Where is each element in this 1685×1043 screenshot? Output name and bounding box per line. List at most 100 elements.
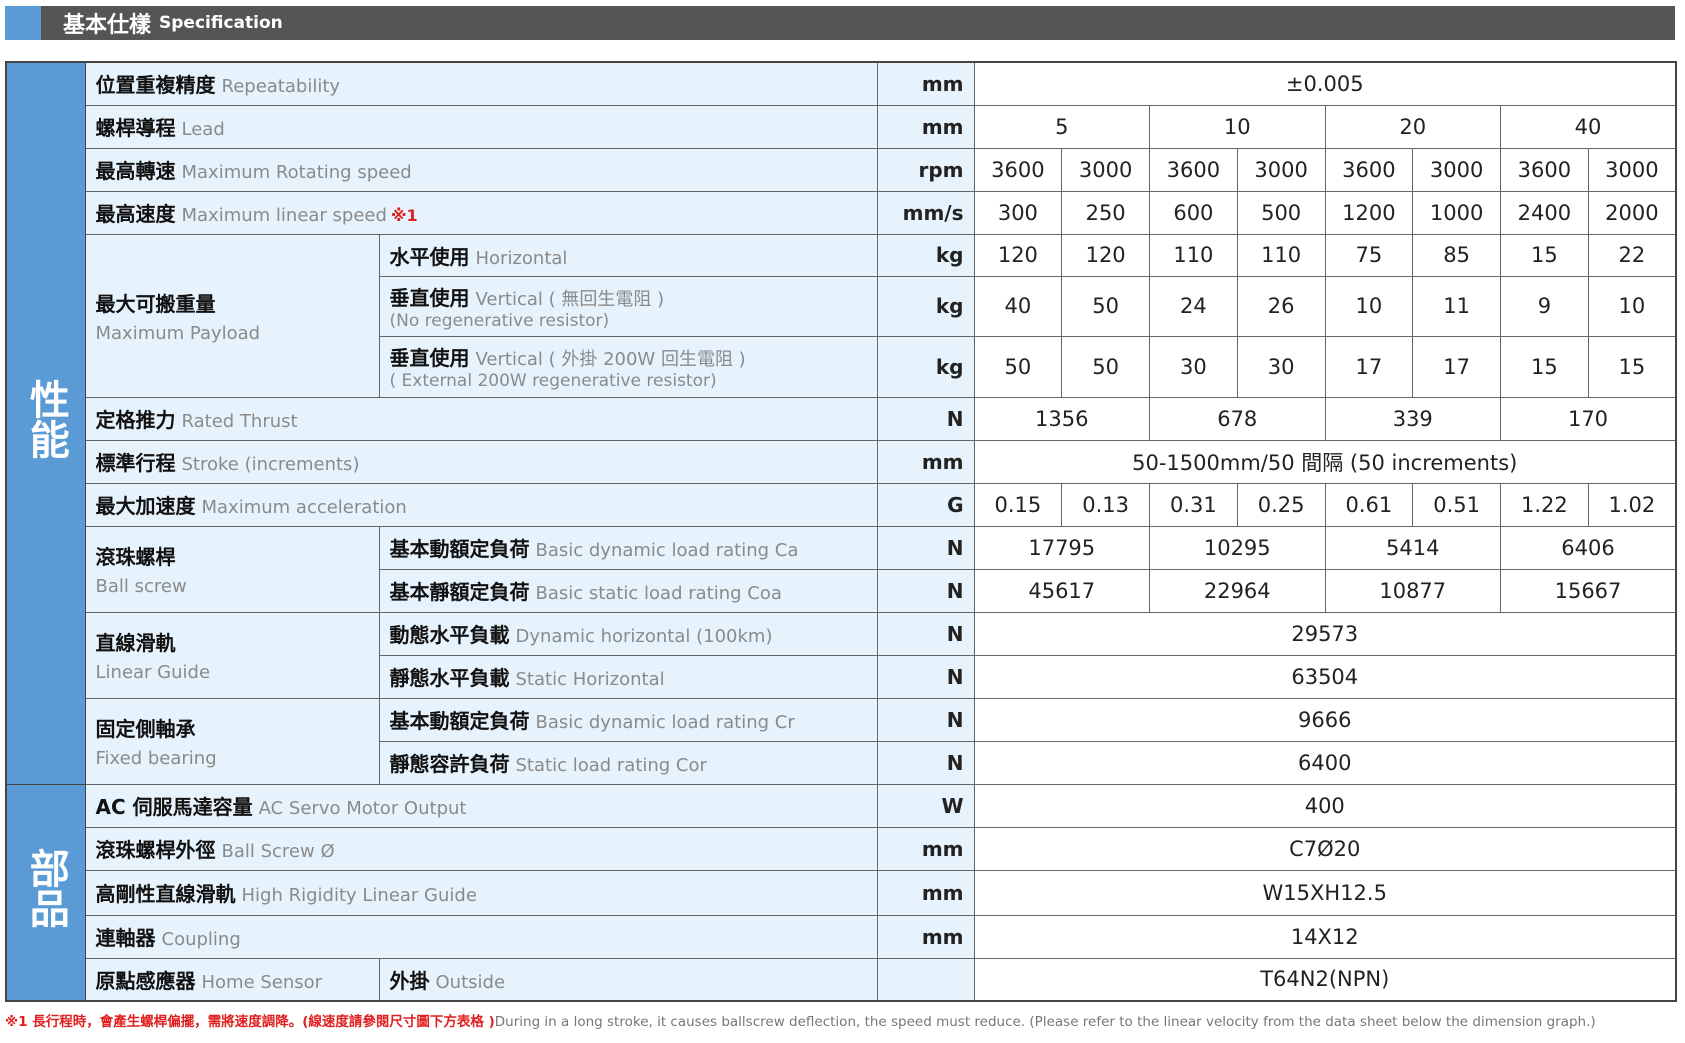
label-en: Static Horizontal bbox=[515, 669, 665, 690]
group-label: 直線滑軌 Linear Guide bbox=[84, 611, 380, 699]
label-cn: 垂直使用 bbox=[389, 346, 470, 370]
unit-cell: kg bbox=[876, 233, 975, 277]
label-cn: 高剛性直線滑軌 bbox=[95, 882, 236, 906]
value-cell: 1200 bbox=[1324, 190, 1414, 235]
value-cell: 250 bbox=[1061, 190, 1150, 235]
value-cell: 15 bbox=[1587, 335, 1677, 398]
label-cn: 位置重複精度 bbox=[95, 73, 216, 98]
label-en: AC Servo Motor Output bbox=[258, 798, 467, 819]
row-label: 標準行程 Stroke (increments) bbox=[84, 439, 878, 484]
unit-cell: N bbox=[876, 740, 975, 785]
value-cell: W15XH12.5 bbox=[973, 869, 1677, 916]
value-cell: 20 bbox=[1324, 104, 1501, 149]
label-cn: 垂直使用 bbox=[389, 285, 470, 310]
value-cell: 0.15 bbox=[973, 482, 1063, 527]
value-cell: 5414 bbox=[1324, 525, 1501, 570]
value-cell: 15 bbox=[1500, 233, 1589, 277]
unit-cell: N bbox=[876, 697, 975, 742]
label-en: Maximum Rotating speed bbox=[181, 162, 412, 183]
unit-cell: kg bbox=[876, 335, 975, 398]
value-cell: 3600 bbox=[1324, 147, 1414, 192]
label-cn: 滾珠螺桿外徑 bbox=[95, 838, 216, 862]
header-title-en: Specification bbox=[159, 13, 283, 33]
value-cell: 29573 bbox=[973, 611, 1677, 656]
label-en: Ball Screw Ø bbox=[221, 841, 335, 862]
value-cell: 50 bbox=[1061, 275, 1150, 337]
sub-label: 基本動額定負荷 Basic dynamic load rating Ca bbox=[378, 525, 878, 570]
value-cell: C7Ø20 bbox=[973, 826, 1677, 871]
value-cell: 85 bbox=[1412, 233, 1501, 277]
label-en-sub: (No regenerative resistor) bbox=[389, 310, 610, 331]
label-cn: 連軸器 bbox=[95, 926, 156, 950]
table-row: 固定側軸承 Fixed bearing 基本動額定負荷 Basic dynamic l… bbox=[6, 697, 1677, 785]
unit-cell: W bbox=[876, 783, 975, 828]
group-label-cn: 直線滑軌 bbox=[95, 631, 176, 655]
value-cell: 30 bbox=[1149, 335, 1238, 398]
unit-cell: kg bbox=[876, 275, 975, 337]
value-cell: 1000 bbox=[1412, 190, 1501, 235]
group-label-cn: 固定側軸承 bbox=[95, 717, 196, 741]
label-cn: 基本動額定負荷 bbox=[389, 537, 530, 561]
label-en: Horizontal bbox=[475, 247, 568, 269]
value-cell: 40 bbox=[1500, 104, 1677, 149]
spec-table: 性能 位置重複精度 Repeatability mm ±0.005 螺桿導程 Lead mm 5… bbox=[5, 61, 1677, 1002]
value-cell: 45617 bbox=[973, 568, 1150, 613]
label-cn: 動態水平負載 bbox=[389, 623, 510, 647]
group-label: 原點感應器 Home Sensor bbox=[84, 957, 380, 1002]
value-cell: 339 bbox=[1324, 396, 1501, 441]
group-label: 最大可搬重量 Maximum Payload bbox=[84, 233, 380, 398]
table-row: 定格推力 Rated Thrust N 1356 678 339 170 bbox=[6, 396, 1677, 441]
label-cn: 靜態容許負荷 bbox=[389, 752, 510, 776]
row-label: 滾珠螺桿外徑 Ball Screw Ø bbox=[84, 826, 878, 871]
table-row: 高剛性直線滑軌 High Rigidity Linear Guide mm W15XH… bbox=[6, 869, 1677, 916]
value-cell: 11 bbox=[1412, 275, 1501, 337]
value-cell: T64N2(NPN) bbox=[973, 957, 1677, 1002]
table-row: 最大可搬重量 Maximum Payload 水平使用 Horizontal kg 120… bbox=[6, 233, 1677, 398]
value-cell: 3000 bbox=[1412, 147, 1501, 192]
sub-label: 基本靜額定負荷 Basic static load rating Coa bbox=[378, 568, 878, 613]
label-cn: 基本動額定負荷 bbox=[389, 709, 530, 733]
table-row: 部品 AC 伺服馬達容量 AC Servo Motor Output W 400 bbox=[5, 783, 1677, 1002]
label-en: Repeatability bbox=[221, 76, 341, 98]
group-label-en: Ball screw bbox=[95, 576, 187, 597]
label-en: Static load rating Cor bbox=[515, 755, 707, 776]
header-accent bbox=[5, 6, 41, 40]
table-row: 標準行程 Stroke (increments) mm 50-1500mm/50 間隔… bbox=[6, 439, 1677, 484]
table-row: 螺桿導程 Lead mm 5 10 20 40 bbox=[6, 104, 1677, 149]
section-label: 性能 bbox=[5, 61, 86, 785]
table-row: 滾珠螺桿 Ball screw 基本動額定負荷 Basic dynamic load … bbox=[6, 525, 1677, 613]
value-cell: 40 bbox=[973, 275, 1063, 337]
value-cell: 26 bbox=[1236, 275, 1326, 337]
label-en: Lead bbox=[181, 119, 225, 140]
value-cell: 10295 bbox=[1149, 525, 1326, 570]
group-label-cn: 原點感應器 bbox=[95, 968, 196, 993]
unit-cell: mm bbox=[876, 61, 975, 106]
section-label: 部品 bbox=[5, 783, 86, 1002]
value-cell: 17 bbox=[1324, 335, 1414, 398]
table-row: 垂直使用 Vertical ( 無回生電阻 ) (No regenerative r… bbox=[6, 275, 1677, 337]
unit-cell: mm/s bbox=[876, 190, 975, 235]
group-label-en: Home Sensor bbox=[201, 971, 323, 993]
value-cell: 15 bbox=[1500, 335, 1589, 398]
footnote-en: During in a long stroke, it causes balls… bbox=[494, 1014, 1596, 1030]
value-cell: 0.13 bbox=[1061, 482, 1150, 527]
value-cell: 10 bbox=[1324, 275, 1414, 337]
group-label-cn: 滾珠螺桿 bbox=[95, 545, 176, 569]
unit-cell: G bbox=[876, 482, 975, 527]
value-cell: 600 bbox=[1149, 190, 1238, 235]
label-en: Basic static load rating Coa bbox=[535, 583, 782, 604]
group-label-en: Linear Guide bbox=[95, 662, 211, 683]
value-cell: 110 bbox=[1149, 233, 1238, 277]
value-cell: 24 bbox=[1149, 275, 1238, 337]
table-row: 靜態水平負載 Static Horizontal N 63504 bbox=[6, 654, 1677, 699]
label-cn: 水平使用 bbox=[389, 244, 470, 269]
value-cell: 75 bbox=[1324, 233, 1414, 277]
value-cell: 0.51 bbox=[1412, 482, 1501, 527]
value-cell: 3000 bbox=[1236, 147, 1326, 192]
row-label: 螺桿導程 Lead bbox=[84, 104, 878, 149]
section-label-text: 性能 bbox=[22, 378, 69, 459]
row-label: 高剛性直線滑軌 High Rigidity Linear Guide bbox=[84, 869, 878, 916]
label-cn: 標準行程 bbox=[95, 451, 176, 475]
value-cell: 14X12 bbox=[973, 914, 1677, 959]
value-cell: 10 bbox=[1587, 275, 1677, 337]
